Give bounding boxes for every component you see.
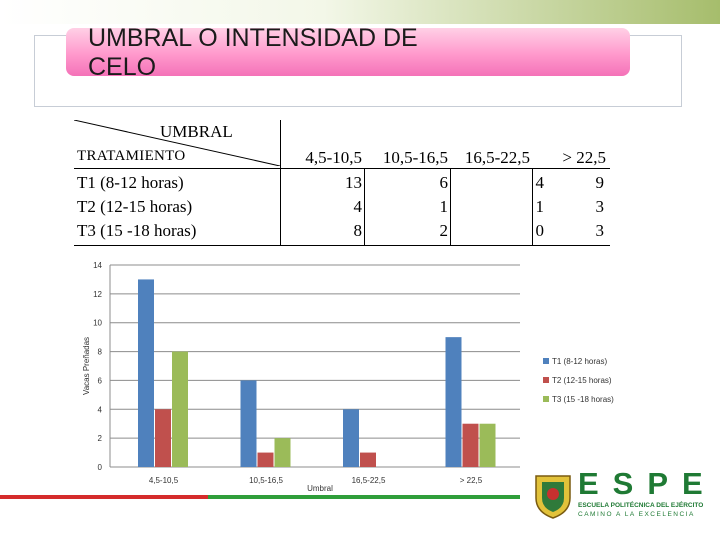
logo-wordmark: ESPE [578,466,717,501]
y-tick-label: 10 [93,319,102,328]
table-cell: 4 [535,173,545,192]
table-cell: 13 [345,173,362,192]
shield-emblem-icon [535,475,571,519]
bar [360,452,376,467]
y-tick-label: 4 [98,405,103,414]
table-divider [450,168,451,245]
bar [155,409,171,467]
table-cell: 3 [595,197,605,216]
corner-top-label: UMBRAL [160,122,233,141]
table-divider [532,168,533,245]
y-tick-label: 12 [93,290,102,299]
table-divider [364,168,365,245]
legend-swatch [543,358,549,364]
logo-institution: ESCUELA POLITÉCNICA DEL EJÉRCITO [578,502,704,509]
title-band [66,28,630,76]
chart-canvas: 0 2 4 6 8 10 12 14 4,5-10,5 10,5-16,5 16,5-22,5 > 2… [82,261,614,493]
table-header-rule [74,168,610,169]
legend-swatch [543,377,549,383]
bar [274,438,291,467]
y-tick-label: 6 [98,376,103,385]
table-cell: 9 [595,173,605,192]
x-tick-label: 10,5-16,5 [249,476,283,485]
bar [240,380,257,467]
bar [138,279,154,467]
y-tick-label: 0 [98,463,103,472]
espe-logo: ESPE ESCUELA POLITÉCNICA DEL EJÉRCITO CA… [530,466,710,526]
table-cell: 8 [353,221,363,240]
table-cell: 0 [535,221,545,240]
y-axis-title: Vacas Preñadas [82,337,91,395]
y-tick-label: 2 [98,434,103,443]
bar-chart: 0 2 4 6 8 10 12 14 4,5-10,5 10,5-16,5 16,5-22,5 > 2… [0,250,720,510]
legend-label: T1 (8-12 horas) [552,357,607,366]
column-header: 4,5-10,5 [305,148,362,167]
row-label: T2 (12-15 horas) [77,197,193,216]
x-tick-label: > 22,5 [460,476,483,485]
bar [445,337,462,467]
x-axis-title: Umbral [307,484,333,493]
table-cell: 2 [439,221,449,240]
row-label: T1 (8-12 horas) [77,173,184,192]
logo-motto: CAMINO A LA EXCELENCIA [578,511,695,518]
x-tick-label: 4,5-10,5 [149,476,179,485]
bar [257,452,274,467]
y-tick-label: 14 [93,261,102,270]
bar [479,423,496,467]
bar [462,423,479,467]
table-cell: 6 [439,173,449,192]
corner-bottom-label: TRATAMIENTO [77,148,186,164]
corner-diagonal [74,120,280,166]
table-cell: 3 [595,221,605,240]
table-divider [280,120,281,245]
bar [172,351,188,467]
table-cell: 4 [353,197,363,216]
column-header: > 22,5 [562,148,606,167]
row-label: T3 (15 -18 horas) [77,221,197,240]
slide-title: UMBRAL O INTENSIDAD DE CELO [88,24,418,81]
table-bottom-rule [74,245,610,246]
legend-label: T3 (15 -18 horas) [552,395,614,404]
top-decoration-bar [0,0,720,24]
column-header: 16,5-22,5 [464,148,530,167]
column-header: 10,5-16,5 [382,148,448,167]
bar [343,409,359,467]
table-cell: 1 [439,197,449,216]
table-corner-cell: UMBRAL TRATAMIENTO [74,120,280,166]
y-tick-label: 8 [98,348,103,357]
table-cell: 1 [535,197,545,216]
legend-swatch [543,396,549,402]
footer-stripe [0,495,520,499]
legend-label: T2 (12-15 horas) [552,376,612,385]
x-tick-label: 16,5-22,5 [352,476,386,485]
